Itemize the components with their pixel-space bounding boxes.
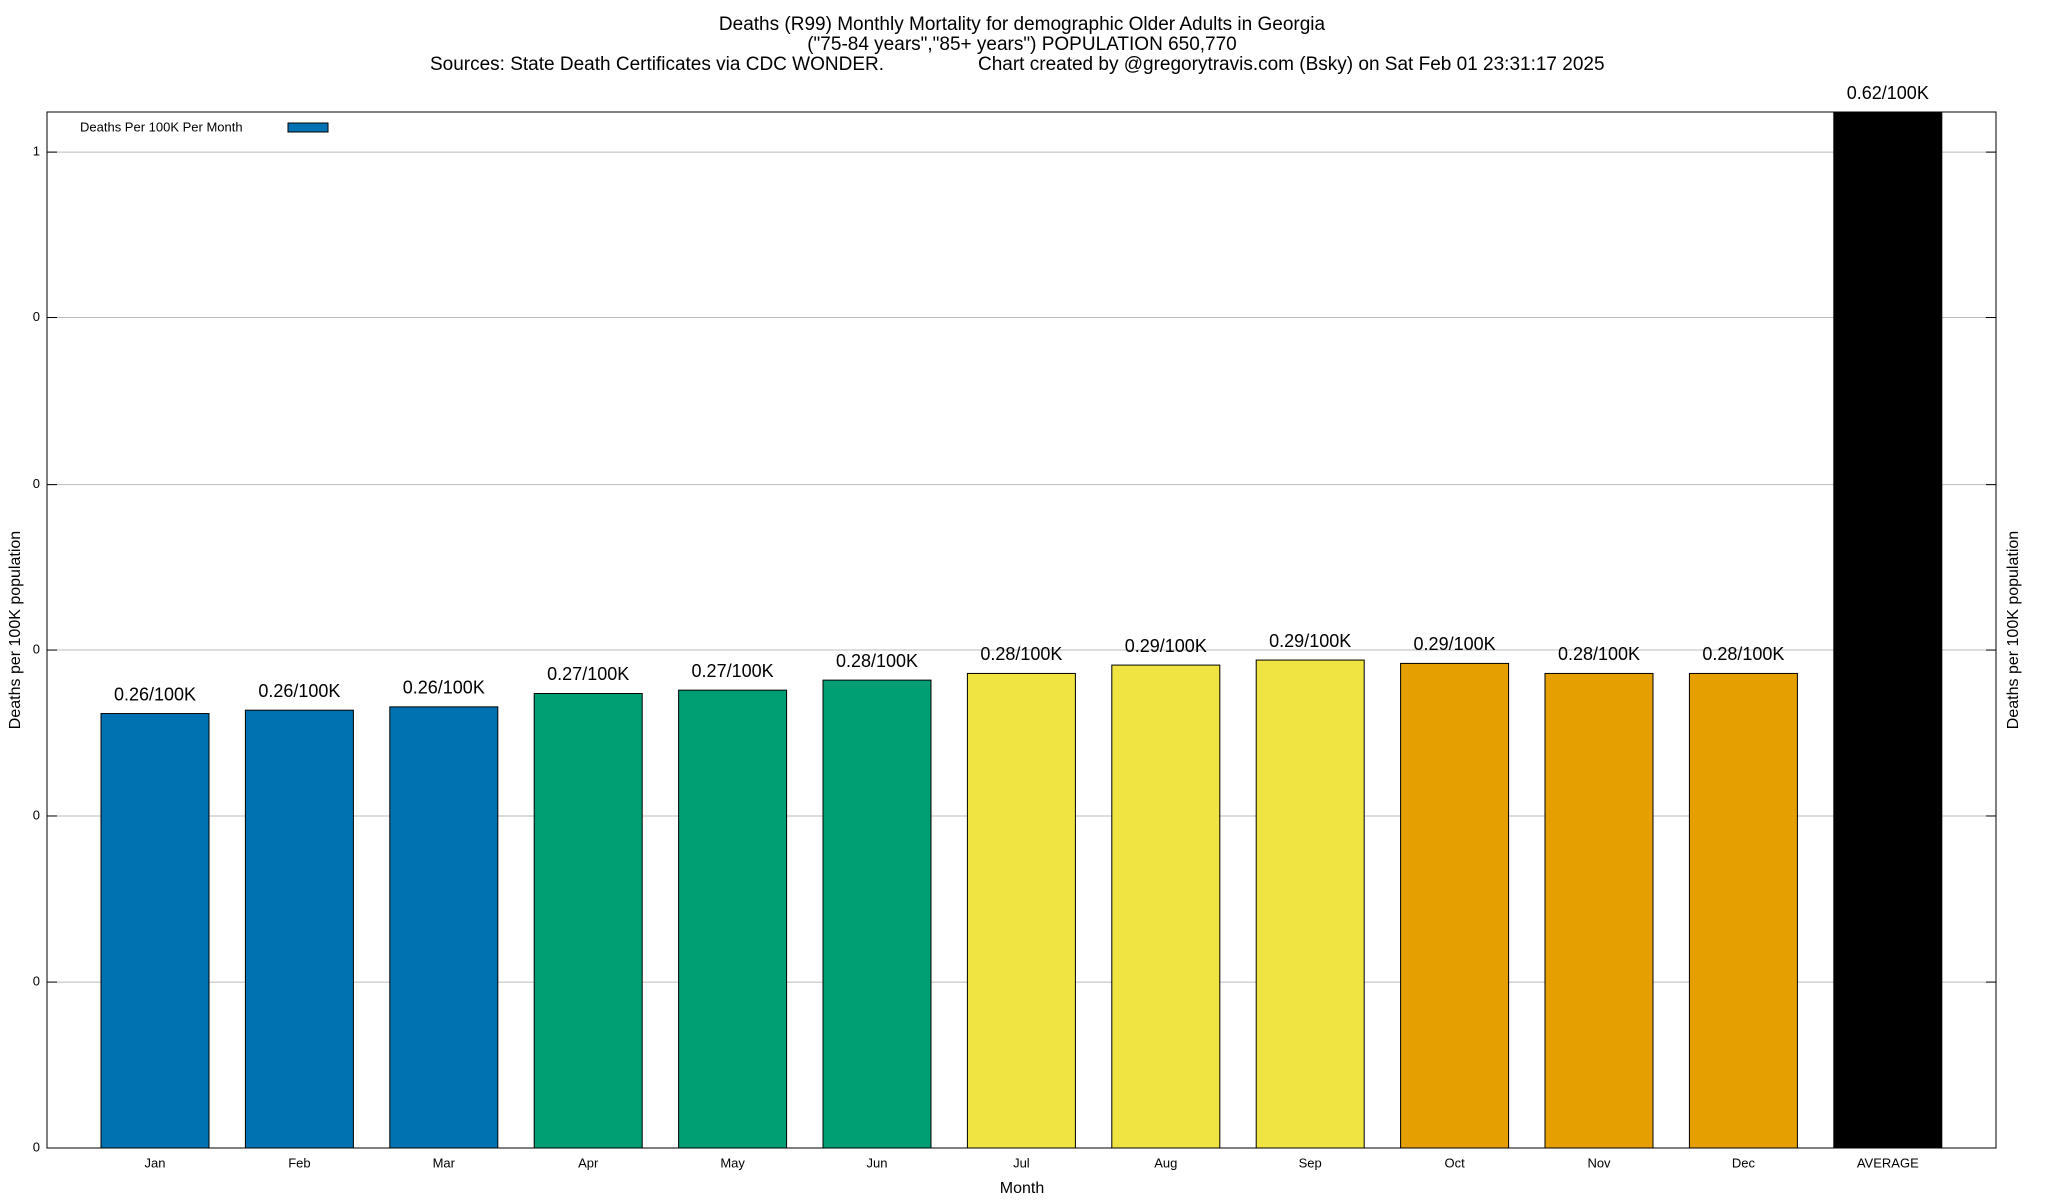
value-label: 0.29/100K <box>1125 636 1207 656</box>
x-axis-label: Month <box>1000 1180 1044 1197</box>
y-tick-label: 0 <box>33 807 40 822</box>
value-label: 0.28/100K <box>980 644 1062 664</box>
chart-source: Sources: State Death Certificates via CD… <box>430 54 884 75</box>
value-label: 0.28/100K <box>1558 644 1640 664</box>
value-label: 0.27/100K <box>547 664 629 684</box>
bar <box>678 689 788 1149</box>
y-tick-label: 0 <box>33 1139 40 1154</box>
x-tick-label: AVERAGE <box>1857 1155 1919 1170</box>
bar <box>822 679 932 1149</box>
bar <box>1544 672 1654 1149</box>
value-label: 0.26/100K <box>258 681 340 701</box>
value-label: 0.62/100K <box>1847 83 1929 103</box>
y2-axis-label: Deaths per 100K population <box>2005 531 2022 729</box>
value-label: 0.28/100K <box>1702 644 1784 664</box>
bar <box>244 709 354 1149</box>
bar <box>1688 672 1798 1149</box>
x-tick-label: May <box>720 1155 745 1170</box>
value-label: 0.26/100K <box>114 684 196 704</box>
bar <box>389 706 499 1149</box>
value-label: 0.28/100K <box>836 651 918 671</box>
y-tick-label: 0 <box>33 309 40 324</box>
bar <box>966 672 1076 1149</box>
value-label: 0.29/100K <box>1414 634 1496 654</box>
legend-swatch <box>287 122 329 133</box>
legend-label: Deaths Per 100K Per Month <box>80 119 243 134</box>
y-tick-label: 0 <box>33 974 40 989</box>
x-tick-label: Dec <box>1732 1155 1756 1170</box>
x-tick-label: Sep <box>1299 1155 1322 1170</box>
bar <box>100 713 210 1149</box>
x-tick-label: Nov <box>1587 1155 1611 1170</box>
x-tick-label: Oct <box>1444 1155 1465 1170</box>
x-tick-label: Jun <box>867 1155 888 1170</box>
chart-title: Deaths (R99) Monthly Mortality for demog… <box>719 14 1326 35</box>
value-label: 0.29/100K <box>1269 631 1351 651</box>
bar <box>1833 111 1943 1149</box>
y-tick-label: 1 <box>33 144 40 159</box>
y-axis-label: Deaths per 100K population <box>7 531 24 729</box>
y-tick-label: 0 <box>33 641 40 656</box>
x-tick-label: Apr <box>578 1155 599 1170</box>
x-tick-label: Jul <box>1013 1155 1030 1170</box>
bar <box>1111 664 1221 1149</box>
x-tick-label: Jan <box>145 1155 166 1170</box>
bar <box>533 692 643 1149</box>
bar <box>1400 662 1510 1149</box>
value-label: 0.27/100K <box>692 661 774 681</box>
chart-credit: Chart created by @gregorytravis.com (Bsk… <box>978 54 1605 75</box>
bar <box>1255 659 1365 1149</box>
x-tick-label: Mar <box>433 1155 456 1170</box>
y-tick-label: 0 <box>33 476 40 491</box>
chart-subtitle: ("75-84 years","85+ years") POPULATION 6… <box>807 34 1237 55</box>
x-tick-label: Aug <box>1154 1155 1177 1170</box>
value-label: 0.26/100K <box>403 678 485 698</box>
x-tick-label: Feb <box>288 1155 310 1170</box>
